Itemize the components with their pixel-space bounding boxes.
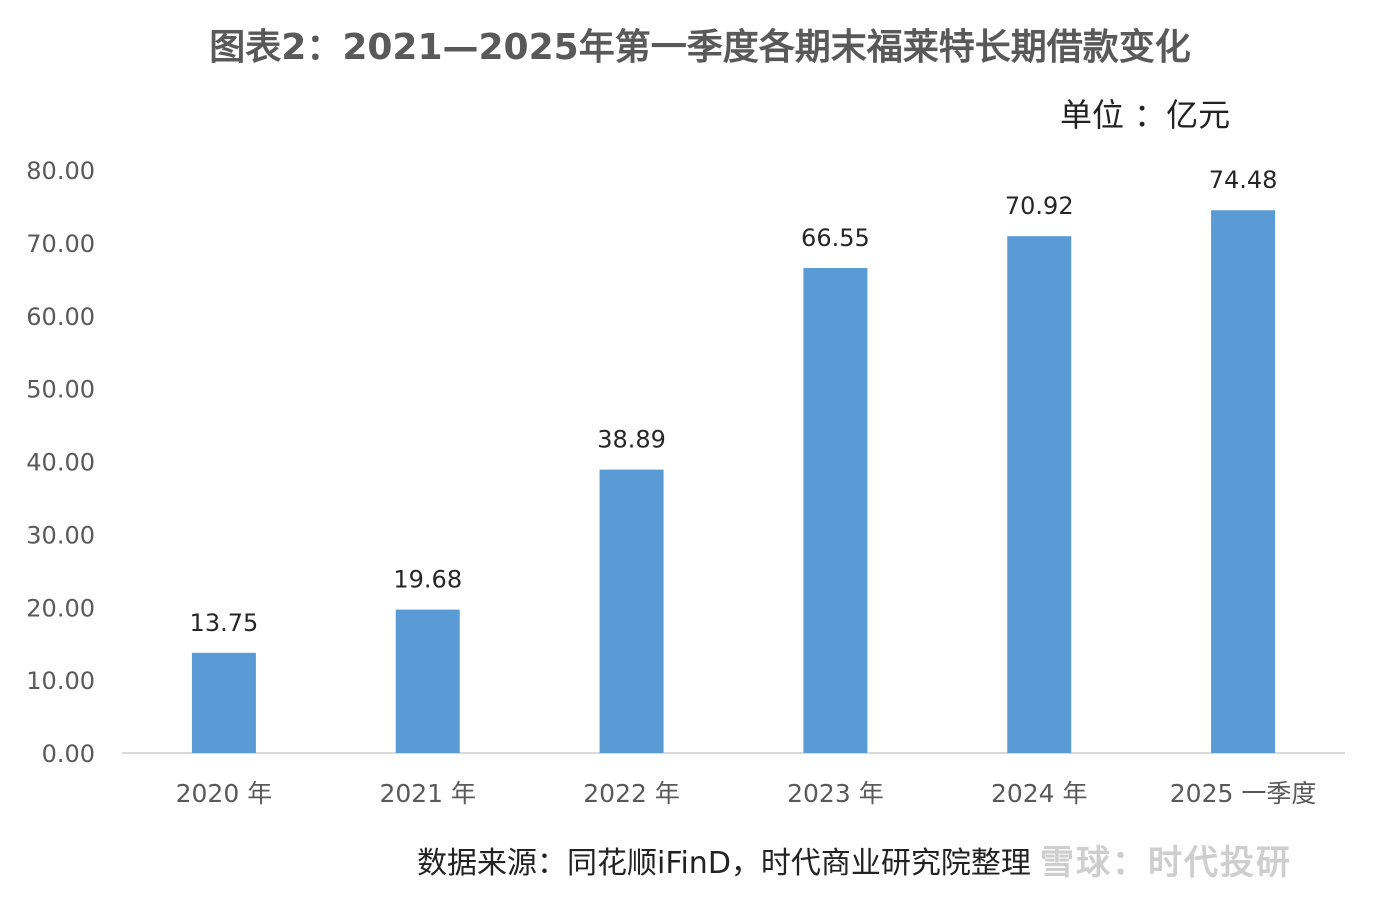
data-label: 70.92 (1005, 192, 1074, 220)
x-tick-label: 2022 年 (583, 779, 680, 808)
x-tick-label: 2023 年 (787, 779, 884, 808)
x-tick-label: 2025 一季度 (1170, 779, 1317, 808)
data-label: 13.75 (190, 609, 259, 637)
y-tick-label: 10.00 (26, 667, 95, 695)
data-label: 74.48 (1209, 166, 1278, 194)
y-tick-label: 0.00 (42, 740, 95, 768)
y-tick-label: 60.00 (26, 303, 95, 331)
data-source-note: 数据来源：同花顺iFinD，时代商业研究院整理 (417, 846, 1031, 881)
bar (599, 469, 664, 753)
watermark: 雪球：时代投研 (1040, 843, 1292, 883)
data-label: 66.55 (801, 224, 870, 252)
y-tick-label: 80.00 (26, 157, 95, 185)
x-tick-label: 2021 年 (379, 779, 476, 808)
x-tick-label: 2020 年 (176, 779, 273, 808)
data-label: 19.68 (393, 566, 462, 594)
x-tick-label: 2024 年 (991, 779, 1088, 808)
y-tick-label: 70.00 (26, 230, 95, 258)
y-tick-label: 20.00 (26, 594, 95, 622)
unit-label: 单位 ：亿元 (1060, 96, 1231, 134)
bar (395, 609, 460, 753)
y-tick-label: 40.00 (26, 449, 95, 477)
y-tick-label: 50.00 (26, 376, 95, 404)
y-tick-label: 30.00 (26, 521, 95, 549)
chart-title: 图表2：2021—2025年第一季度各期末福莱特长期借款变化 (209, 27, 1191, 68)
bar (1211, 210, 1276, 754)
bar (1007, 236, 1072, 753)
bar (191, 652, 256, 753)
bar (803, 268, 868, 753)
data-label: 38.89 (597, 426, 666, 454)
